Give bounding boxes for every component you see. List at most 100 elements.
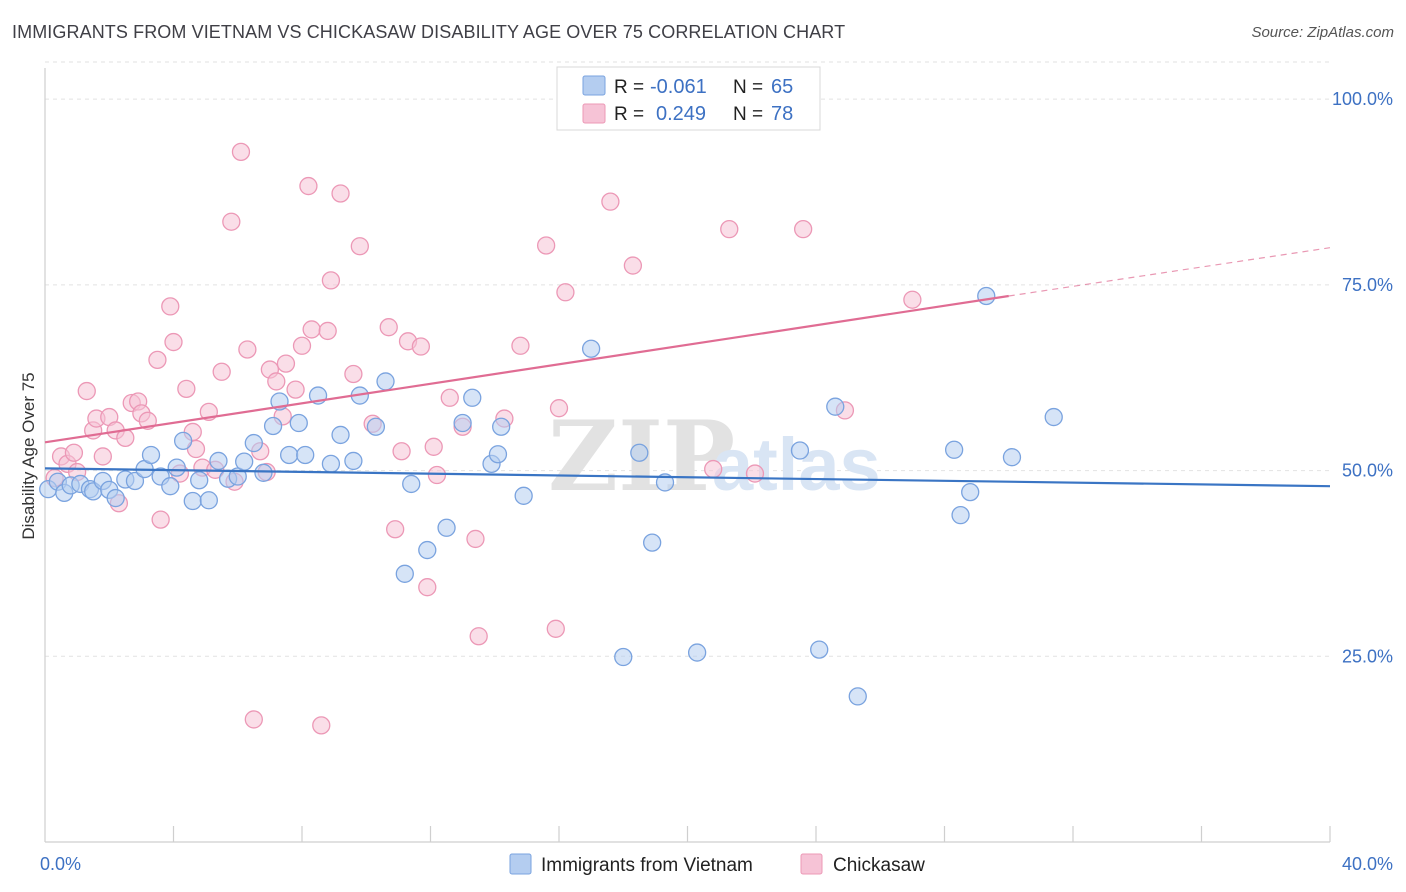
chickasaw-point-64 — [511, 336, 530, 355]
chickasaw-point-55 — [411, 337, 431, 356]
vietnam-point-26 — [254, 463, 273, 482]
chickasaw-point-29 — [222, 212, 241, 231]
vietnam-point-54 — [687, 643, 707, 662]
chickasaw-point-44 — [312, 716, 331, 735]
chickasaw-point-40 — [286, 380, 305, 399]
watermark-atlas: atlas — [712, 423, 881, 506]
legend-swatch-vietnam — [582, 75, 606, 96]
legend-n-label-chickasaw: N = — [733, 104, 763, 125]
vietnam-point-13 — [141, 445, 161, 465]
chickasaw-point-52 — [386, 520, 405, 539]
chickasaw-point-71 — [623, 256, 643, 275]
x-tick-label-40: 40.0% — [1342, 854, 1393, 874]
chickasaw-point-39 — [276, 354, 296, 373]
chickasaw-point-41 — [292, 336, 312, 355]
vietnam-point-47 — [492, 417, 511, 436]
vietnam-point-49 — [581, 339, 601, 358]
vietnam-point-62 — [977, 286, 996, 306]
watermark: ZIP atlas — [548, 400, 881, 513]
vietnam-trend-line — [44, 467, 1331, 488]
chickasaw-points — [45, 88, 922, 735]
chickasaw-point-47 — [331, 184, 350, 203]
vietnam-point-30 — [289, 413, 308, 433]
chickasaw-point-67 — [549, 399, 569, 418]
vietnam-point-25 — [244, 433, 263, 453]
vietnam-point-59 — [944, 440, 964, 459]
vietnam-point-43 — [453, 413, 472, 433]
vietnam-point-60 — [951, 505, 970, 525]
bottom-legend-swatch-chickasaw — [800, 853, 823, 875]
vietnam-point-48 — [514, 486, 533, 505]
vietnam-point-18 — [183, 491, 202, 511]
chickasaw-point-43 — [302, 320, 321, 339]
chickasaw-point-77 — [903, 290, 922, 309]
y-tick-label-25: 25.0% — [1342, 646, 1393, 666]
vietnam-point-20 — [199, 491, 218, 510]
trend-lines — [44, 247, 1331, 488]
chickasaw-trend-line — [44, 294, 1009, 444]
vietnam-point-27 — [263, 416, 283, 436]
chickasaw-point-31 — [231, 142, 251, 162]
chickasaw-point-61 — [466, 529, 485, 549]
vietnam-point-24 — [235, 452, 254, 471]
chickasaw-point-20 — [164, 332, 183, 352]
vietnam-point-11 — [125, 471, 145, 491]
vietnam-point-19 — [190, 471, 209, 490]
chickasaw-point-5 — [77, 381, 96, 401]
legend-n-label-vietnam: N = — [733, 77, 763, 98]
chickasaw-point-75 — [794, 219, 813, 239]
legend-r-value-chickasaw: 0.249 — [656, 103, 706, 125]
vietnam-point-42 — [437, 518, 456, 537]
vietnam-point-44 — [463, 388, 482, 407]
chickasaw-point-46 — [321, 271, 341, 290]
chickasaw-point-32 — [238, 340, 257, 359]
x-tick-label-0: 0.0% — [40, 854, 81, 874]
chart-source: Source: ZipAtlas.com — [1251, 24, 1394, 41]
chickasaw-point-56 — [418, 578, 437, 597]
chickasaw-point-37 — [267, 372, 286, 391]
chickasaw-point-24 — [186, 439, 206, 459]
chickasaw-point-33 — [244, 710, 263, 729]
chickasaw-point-51 — [379, 318, 398, 337]
vietnam-point-56 — [810, 640, 829, 659]
chickasaw-point-66 — [546, 619, 565, 638]
y-tick-label-50: 50.0% — [1342, 461, 1393, 481]
chickasaw-point-59 — [440, 388, 459, 407]
chickasaw-point-53 — [392, 442, 411, 461]
vietnam-point-64 — [1044, 407, 1063, 427]
chickasaw-trend-extension — [1008, 247, 1331, 297]
vietnam-point-46 — [488, 445, 508, 464]
chickasaw-point-58 — [427, 465, 447, 485]
correlation-legend: R = -0.061 N = 65 R = 0.249 N = 78 — [556, 66, 821, 131]
vietnam-point-61 — [961, 482, 980, 502]
chickasaw-point-8 — [93, 447, 112, 466]
chickasaw-point-49 — [350, 237, 369, 256]
vietnam-point-16 — [167, 458, 186, 477]
vietnam-point-55 — [790, 441, 810, 460]
vietnam-point-40 — [402, 474, 421, 494]
legend-n-value-vietnam: 65 — [771, 76, 793, 98]
chickasaw-point-62 — [469, 627, 488, 646]
bottom-legend-swatch-vietnam — [509, 853, 532, 875]
y-tick-label-75: 75.0% — [1342, 275, 1393, 295]
chickasaw-point-22 — [177, 379, 196, 399]
vietnam-point-41 — [418, 540, 437, 560]
chickasaw-point-28 — [212, 362, 231, 381]
chickasaw-point-48 — [344, 364, 363, 384]
vietnam-point-58 — [848, 687, 867, 706]
chickasaw-point-45 — [318, 321, 337, 341]
chickasaw-point-18 — [151, 510, 170, 529]
legend-r-label-vietnam: R = — [614, 77, 644, 98]
vietnam-point-51 — [630, 443, 649, 462]
chickasaw-point-70 — [601, 192, 620, 211]
vietnam-point-29 — [279, 445, 299, 465]
vietnam-point-21 — [209, 451, 228, 471]
chickasaw-point-74 — [745, 464, 765, 483]
y-tick-label-100: 100.0% — [1332, 89, 1393, 109]
vietnam-point-33 — [321, 454, 341, 474]
chickasaw-point-57 — [424, 437, 443, 456]
vietnam-point-39 — [395, 564, 414, 583]
chickasaw-point-65 — [537, 236, 556, 255]
vietnam-point-52 — [643, 533, 662, 552]
